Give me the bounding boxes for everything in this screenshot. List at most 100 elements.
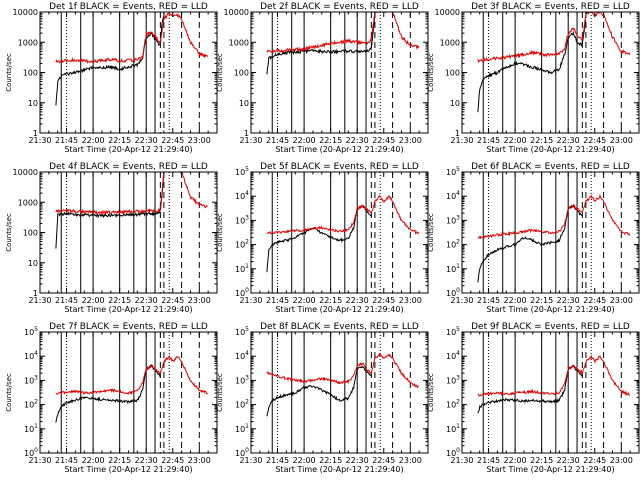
y-tick-exponent: 2 bbox=[34, 399, 38, 406]
y-tick-label: 105 bbox=[446, 326, 460, 337]
series-line-lld bbox=[266, 352, 419, 389]
y-tick-exponent: 4 bbox=[456, 350, 460, 357]
panel-title: Det 3f BLACK = Events, RED = LLD bbox=[471, 2, 630, 12]
x-tick-label: 21:30 bbox=[450, 136, 473, 145]
panel-title: Det 5f BLACK = Events, RED = LLD bbox=[260, 162, 419, 172]
y-tick-base: 10 bbox=[235, 265, 245, 274]
y-tick-label: 101 bbox=[235, 423, 249, 434]
x-tick-label: 22:00 bbox=[82, 136, 105, 145]
y-tick-base: 10 bbox=[446, 289, 456, 298]
panel-title: Det 7f BLACK = Events, RED = LLD bbox=[49, 322, 208, 332]
y-tick-label: 100 bbox=[23, 229, 38, 238]
x-tick-label: 22:45 bbox=[583, 456, 606, 465]
y-tick-base: 10 bbox=[235, 192, 245, 201]
y-tick-exponent: 4 bbox=[245, 350, 249, 357]
series-line-events bbox=[55, 364, 161, 423]
y-tick-label: 105 bbox=[446, 166, 460, 177]
x-tick-label: 21:45 bbox=[477, 136, 500, 145]
plot-area bbox=[266, 172, 420, 293]
x-tick-label: 22:15 bbox=[530, 296, 553, 305]
y-tick-label: 10 bbox=[239, 99, 249, 108]
x-tick-label: 21:45 bbox=[266, 296, 289, 305]
x-tick-label: 21:45 bbox=[266, 456, 289, 465]
y-axis-label: Counts/sec bbox=[216, 213, 224, 252]
y-tick-exponent: 3 bbox=[34, 374, 38, 381]
x-tick-label: 22:45 bbox=[161, 296, 184, 305]
y-axis-label: Counts/sec bbox=[216, 53, 224, 92]
y-tick-label: 103 bbox=[235, 374, 249, 385]
x-tick-label: 22:00 bbox=[293, 456, 316, 465]
panel-title: Det 4f BLACK = Events, RED = LLD bbox=[49, 162, 208, 172]
y-tick-exponent: 3 bbox=[456, 214, 460, 221]
y-tick-base: 10 bbox=[446, 241, 456, 250]
plot-area bbox=[55, 172, 208, 293]
y-tick-base: 10 bbox=[235, 376, 245, 385]
x-axis-label: Start Time (20-Apr-12 21:29:40) bbox=[64, 305, 192, 314]
x-tick-label: 23:00 bbox=[399, 136, 422, 145]
x-tick-label: 22:00 bbox=[504, 296, 527, 305]
x-tick-label: 22:15 bbox=[108, 296, 131, 305]
y-tick-label: 10 bbox=[28, 259, 38, 268]
x-tick-label: 22:45 bbox=[372, 136, 395, 145]
y-tick-label: 100 bbox=[446, 287, 460, 298]
x-tick-label: 22:00 bbox=[82, 456, 105, 465]
x-tick-label: 22:30 bbox=[346, 136, 369, 145]
panel-title: Det 1f BLACK = Events, RED = LLD bbox=[49, 2, 208, 12]
y-tick-exponent: 0 bbox=[34, 447, 38, 454]
series-line-lld bbox=[477, 193, 631, 240]
y-tick-label: 104 bbox=[235, 350, 249, 361]
x-tick-label: 22:15 bbox=[319, 296, 342, 305]
x-axis-label: Start Time (20-Apr-12 21:29:40) bbox=[486, 145, 614, 154]
panel-det-4f: Det 4f BLACK = Events, RED = LLD 21:30 21:… bbox=[5, 162, 218, 314]
y-tick-label: 1000 bbox=[18, 38, 38, 47]
x-axis-label: Start Time (20-Apr-12 21:29:40) bbox=[275, 305, 403, 314]
x-tick-label: 21:45 bbox=[477, 296, 500, 305]
x-tick-label: 22:15 bbox=[530, 456, 553, 465]
y-axis-label: Counts/sec bbox=[427, 213, 435, 252]
x-axis-label: Start Time (20-Apr-12 21:29:40) bbox=[275, 145, 403, 154]
y-tick-label: 104 bbox=[24, 350, 38, 361]
series-line-events bbox=[266, 205, 372, 273]
series-line-lld bbox=[477, 354, 631, 397]
y-tick-label: 100 bbox=[234, 69, 249, 78]
y-tick-label: 101 bbox=[446, 263, 460, 274]
series-line-lld bbox=[55, 12, 209, 64]
panel-det-9f: Det 9f BLACK = Events, RED = LLD 21:30 21:… bbox=[427, 322, 640, 474]
x-tick-label: 22:15 bbox=[530, 136, 553, 145]
y-tick-label: 103 bbox=[446, 374, 460, 385]
y-tick-exponent: 2 bbox=[245, 399, 249, 406]
panel-det-6f: Det 6f BLACK = Events, RED = LLD 21:30 21:… bbox=[427, 162, 640, 314]
y-tick-exponent: 2 bbox=[456, 239, 460, 246]
panel-title: Det 6f BLACK = Events, RED = LLD bbox=[471, 162, 630, 172]
plot-area bbox=[477, 172, 631, 293]
x-tick-label: 22:00 bbox=[293, 136, 316, 145]
y-tick-base: 10 bbox=[446, 352, 456, 361]
y-tick-label: 103 bbox=[446, 214, 460, 225]
x-tick-label: 23:00 bbox=[188, 136, 211, 145]
y-tick-label: 10000 bbox=[224, 8, 249, 17]
x-tick-label: 23:00 bbox=[610, 136, 633, 145]
y-tick-exponent: 0 bbox=[456, 447, 460, 454]
y-tick-label: 104 bbox=[235, 190, 249, 201]
y-tick-exponent: 1 bbox=[245, 423, 249, 430]
y-tick-label: 105 bbox=[235, 326, 249, 337]
y-tick-label: 1 bbox=[33, 129, 38, 138]
series-line-events bbox=[55, 177, 165, 249]
y-axis-label: Counts/sec bbox=[216, 373, 224, 412]
x-tick-label: 21:30 bbox=[28, 296, 51, 305]
x-tick-label: 22:45 bbox=[161, 136, 184, 145]
x-tick-label: 21:30 bbox=[450, 456, 473, 465]
y-tick-label: 1 bbox=[33, 289, 38, 298]
y-tick-label: 10000 bbox=[13, 8, 38, 17]
y-tick-label: 102 bbox=[446, 399, 460, 410]
x-tick-label: 22:30 bbox=[557, 136, 580, 145]
x-tick-label: 23:00 bbox=[188, 456, 211, 465]
x-tick-label: 22:15 bbox=[319, 136, 342, 145]
x-tick-label: 22:45 bbox=[372, 296, 395, 305]
panel-det-2f: Det 2f BLACK = Events, RED = LLD 21:30 21:… bbox=[216, 2, 429, 154]
y-tick-base: 10 bbox=[235, 425, 245, 434]
series-line-events bbox=[477, 19, 587, 113]
y-tick-base: 10 bbox=[24, 401, 34, 410]
x-axis-label: Start Time (20-Apr-12 21:29:40) bbox=[275, 465, 403, 474]
